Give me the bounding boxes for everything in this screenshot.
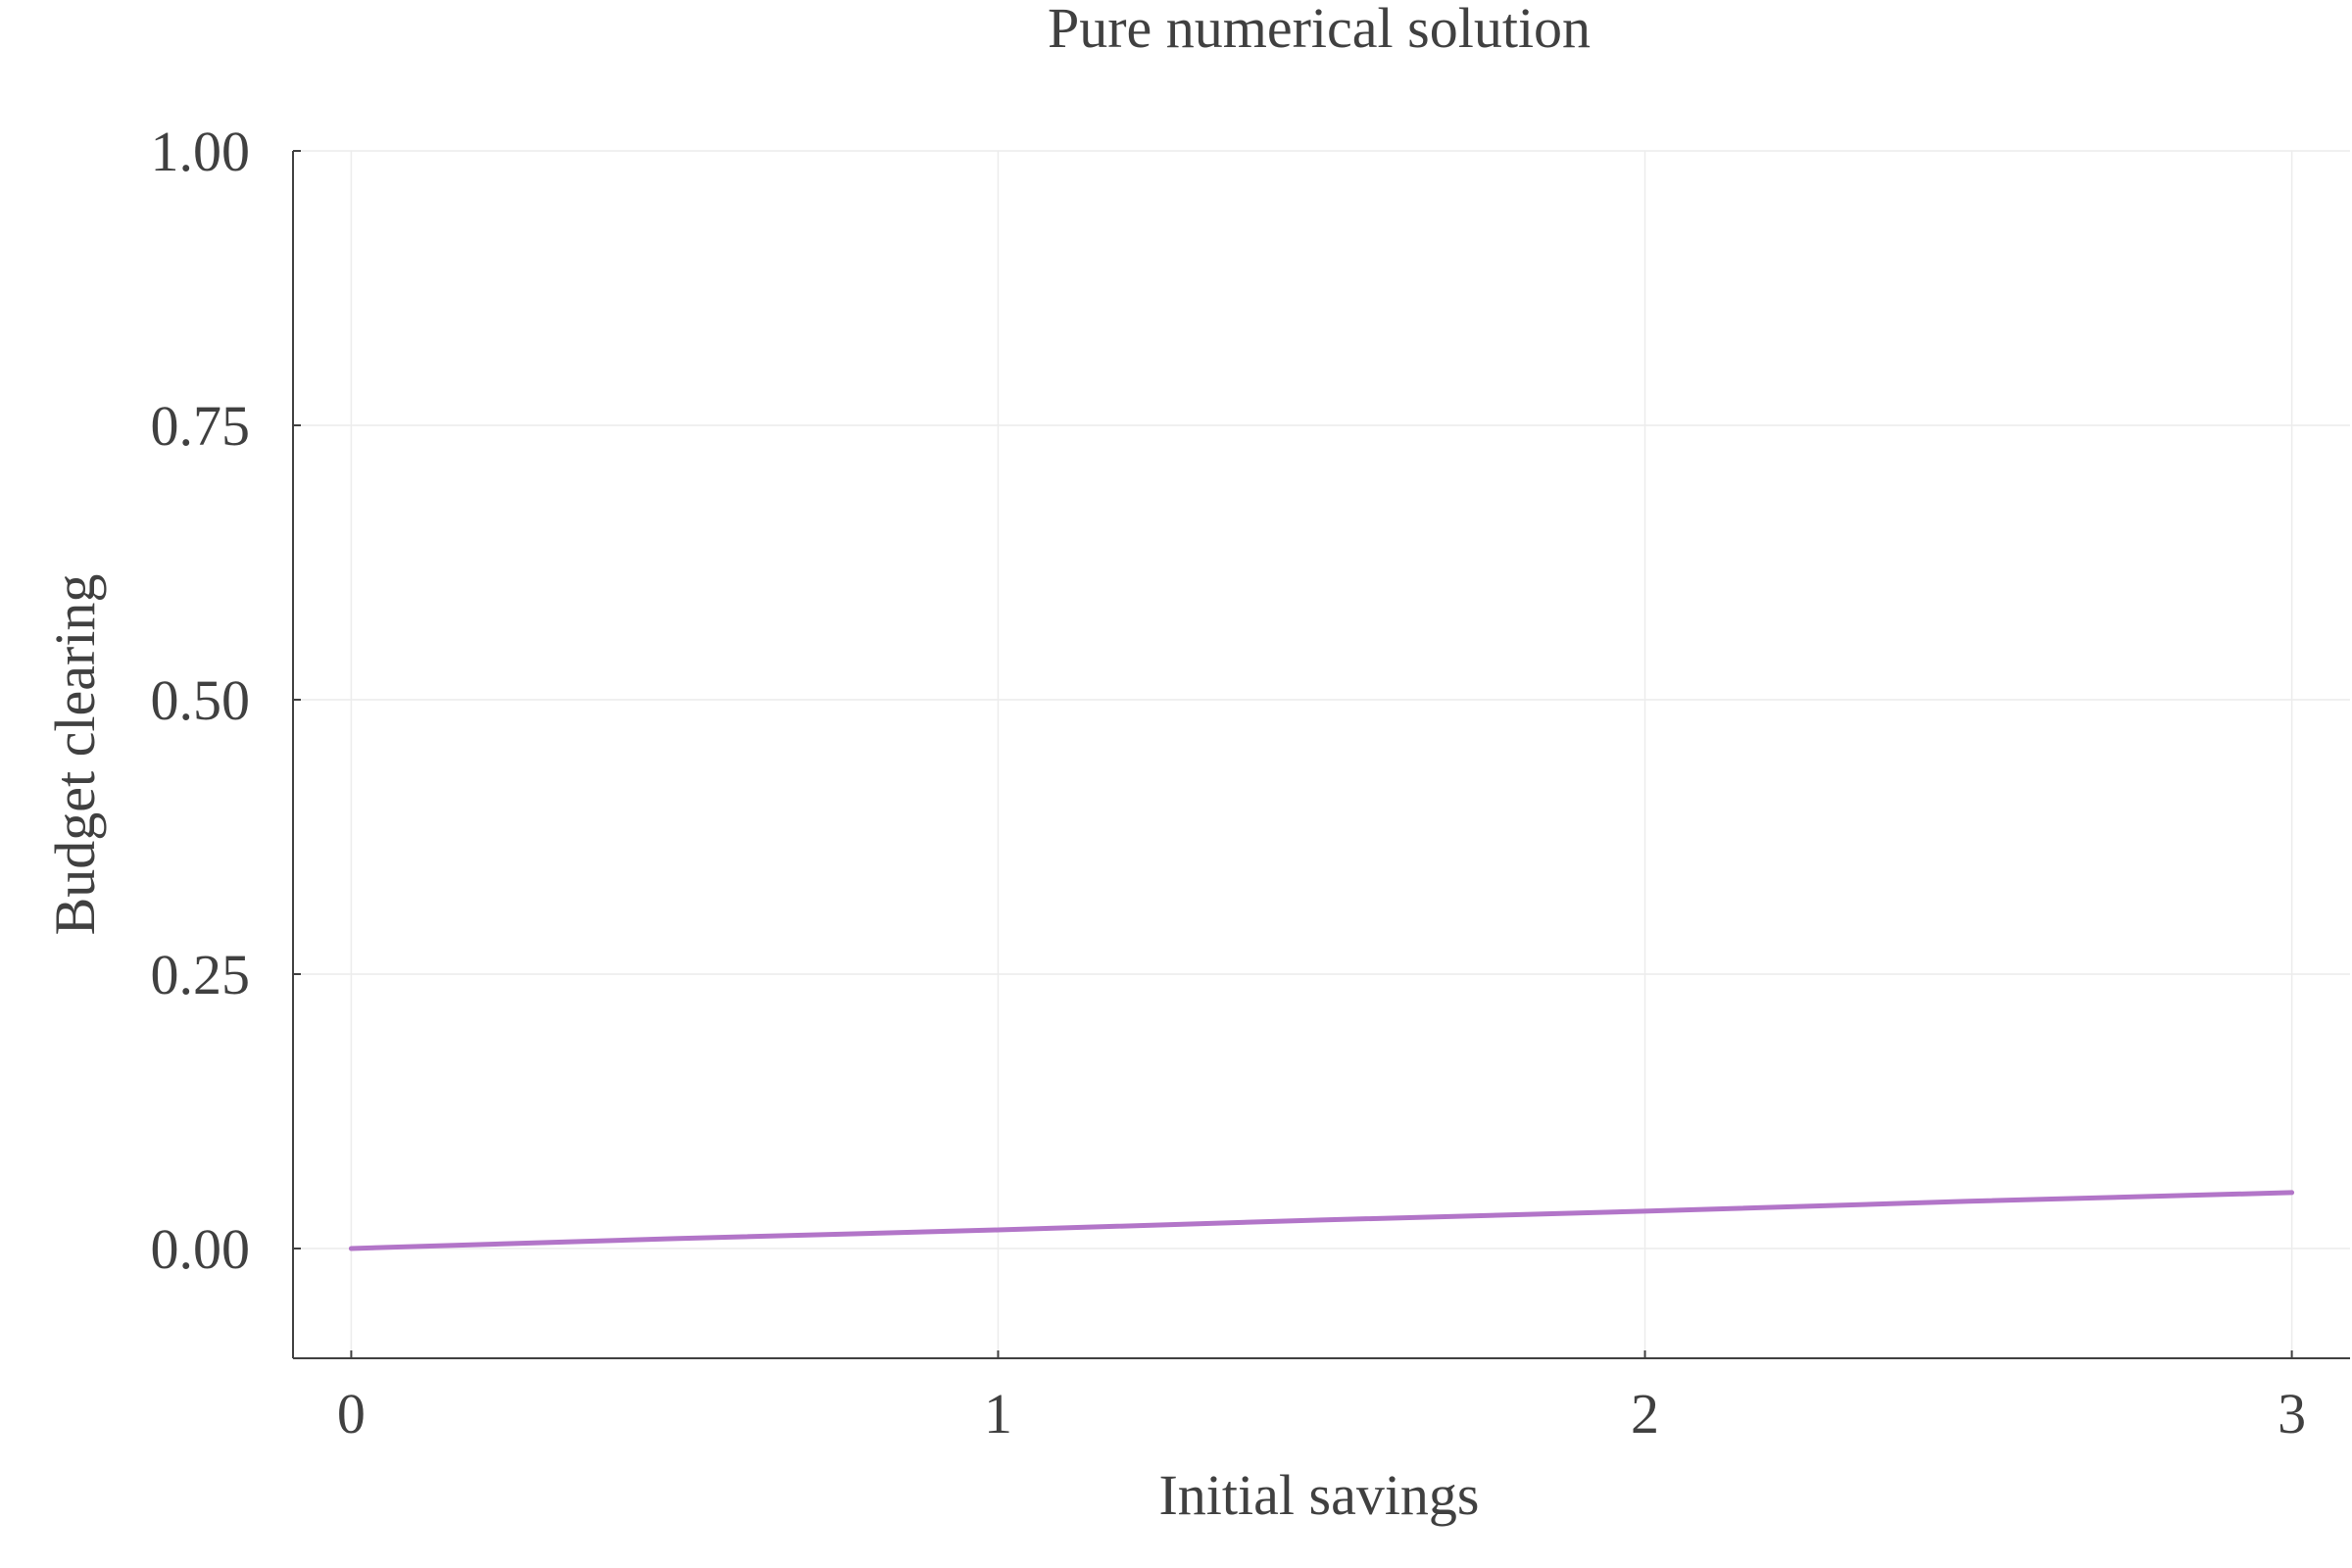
y-axis-label: Budget clearing	[43, 574, 107, 936]
y-tick-label-0: 0.00	[151, 1217, 251, 1281]
grid	[293, 150, 2350, 1358]
x-tick-label-1: 1	[984, 1382, 1012, 1446]
tick-labels: 0.00 0.25 0.50 0.75 1.00 0 1 2 3	[151, 120, 2307, 1446]
plot-area	[348, 1190, 2295, 1251]
x-tick-label-2: 2	[1631, 1382, 1659, 1446]
y-tick-label-3: 0.75	[151, 394, 251, 458]
chart-title: Pure numerical solution	[1048, 0, 1591, 60]
y-tick-label-2: 0.50	[151, 668, 251, 732]
x-tick-label-3: 3	[2278, 1382, 2306, 1446]
series-line-0	[348, 1190, 2295, 1251]
y-tick-label-4: 1.00	[151, 120, 251, 183]
axes	[292, 150, 2350, 1359]
y-tick-label-1: 0.25	[151, 943, 251, 1006]
x-tick-label-0: 0	[337, 1382, 366, 1446]
x-axis-label: Initial savings	[1158, 1463, 1479, 1527]
